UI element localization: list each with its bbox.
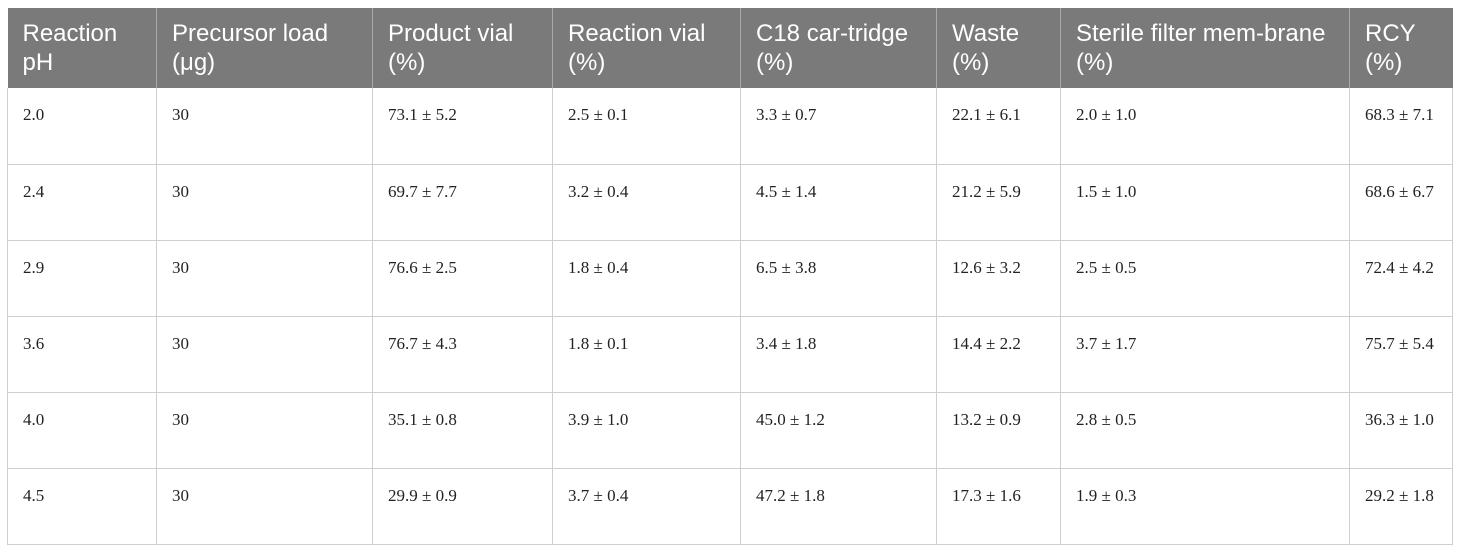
table-row: 2.0 30 73.1 ± 5.2 2.5 ± 0.1 3.3 ± 0.7 22.1 ± … (7, 88, 1453, 165)
cell-waste: 13.2 ± 0.9 (936, 392, 1061, 469)
column-header-reaction-ph: Reaction pH (7, 8, 157, 88)
cell-precursor-load: 30 (156, 392, 373, 469)
cell-reaction-vial: 2.5 ± 0.1 (552, 88, 741, 165)
cell-rcy: 75.7 ± 5.4 (1349, 316, 1453, 393)
cell-product-vial: 29.9 ± 0.9 (372, 468, 553, 545)
table-row: 4.5 30 29.9 ± 0.9 3.7 ± 0.4 47.2 ± 1.8 17.3 ±… (7, 468, 1453, 545)
cell-reaction-ph: 2.0 (7, 88, 157, 165)
cell-product-vial: 76.7 ± 4.3 (372, 316, 553, 393)
cell-precursor-load: 30 (156, 468, 373, 545)
header-row: Reaction pH Precursor load (μg) Product … (7, 8, 1453, 88)
cell-waste: 17.3 ± 1.6 (936, 468, 1061, 545)
cell-precursor-load: 30 (156, 316, 373, 393)
cell-product-vial: 35.1 ± 0.8 (372, 392, 553, 469)
cell-sterile-filter-membrane: 2.8 ± 0.5 (1060, 392, 1350, 469)
table-row: 2.4 30 69.7 ± 7.7 3.2 ± 0.4 4.5 ± 1.4 21.2 ± … (7, 164, 1453, 241)
table-row: 2.9 30 76.6 ± 2.5 1.8 ± 0.4 6.5 ± 3.8 12.6 ± … (7, 240, 1453, 317)
cell-c18-cartridge: 6.5 ± 3.8 (740, 240, 937, 317)
column-header-waste: Waste (%) (936, 8, 1061, 88)
cell-c18-cartridge: 4.5 ± 1.4 (740, 164, 937, 241)
cell-product-vial: 69.7 ± 7.7 (372, 164, 553, 241)
cell-waste: 12.6 ± 3.2 (936, 240, 1061, 317)
table-body: 2.0 30 73.1 ± 5.2 2.5 ± 0.1 3.3 ± 0.7 22.1 ± … (7, 88, 1453, 545)
cell-reaction-vial: 3.2 ± 0.4 (552, 164, 741, 241)
cell-reaction-vial: 3.7 ± 0.4 (552, 468, 741, 545)
column-header-reaction-vial: Reaction vial (%) (552, 8, 741, 88)
cell-waste: 22.1 ± 6.1 (936, 88, 1061, 165)
cell-reaction-ph: 3.6 (7, 316, 157, 393)
cell-precursor-load: 30 (156, 240, 373, 317)
cell-rcy: 68.3 ± 7.1 (1349, 88, 1453, 165)
cell-precursor-load: 30 (156, 88, 373, 165)
cell-reaction-ph: 4.5 (7, 468, 157, 545)
cell-waste: 14.4 ± 2.2 (936, 316, 1061, 393)
cell-reaction-vial: 1.8 ± 0.1 (552, 316, 741, 393)
cell-sterile-filter-membrane: 1.5 ± 1.0 (1060, 164, 1350, 241)
cell-rcy: 36.3 ± 1.0 (1349, 392, 1453, 469)
column-header-sterile-filter-membrane: Sterile filter mem-brane (%) (1060, 8, 1350, 88)
cell-waste: 21.2 ± 5.9 (936, 164, 1061, 241)
cell-rcy: 68.6 ± 6.7 (1349, 164, 1453, 241)
cell-precursor-load: 30 (156, 164, 373, 241)
column-header-product-vial: Product vial (%) (372, 8, 553, 88)
table-row: 3.6 30 76.7 ± 4.3 1.8 ± 0.1 3.4 ± 1.8 14.4 ± … (7, 316, 1453, 393)
cell-sterile-filter-membrane: 1.9 ± 0.3 (1060, 468, 1350, 545)
cell-sterile-filter-membrane: 2.5 ± 0.5 (1060, 240, 1350, 317)
cell-sterile-filter-membrane: 2.0 ± 1.0 (1060, 88, 1350, 165)
cell-reaction-ph: 2.9 (7, 240, 157, 317)
table-row: 4.0 30 35.1 ± 0.8 3.9 ± 1.0 45.0 ± 1.2 13.2 ±… (7, 392, 1453, 469)
cell-product-vial: 76.6 ± 2.5 (372, 240, 553, 317)
cell-reaction-ph: 4.0 (7, 392, 157, 469)
column-header-c18-cartridge: C18 car-tridge (%) (740, 8, 937, 88)
cell-c18-cartridge: 3.3 ± 0.7 (740, 88, 937, 165)
cell-c18-cartridge: 45.0 ± 1.2 (740, 392, 937, 469)
cell-reaction-vial: 1.8 ± 0.4 (552, 240, 741, 317)
cell-c18-cartridge: 47.2 ± 1.8 (740, 468, 937, 545)
cell-reaction-vial: 3.9 ± 1.0 (552, 392, 741, 469)
results-table: Reaction pH Precursor load (μg) Product … (7, 8, 1453, 545)
cell-reaction-ph: 2.4 (7, 164, 157, 241)
cell-c18-cartridge: 3.4 ± 1.8 (740, 316, 937, 393)
cell-rcy: 29.2 ± 1.8 (1349, 468, 1453, 545)
column-header-rcy: RCY (%) (1349, 8, 1453, 88)
cell-rcy: 72.4 ± 4.2 (1349, 240, 1453, 317)
column-header-precursor-load: Precursor load (μg) (156, 8, 373, 88)
results-table-container: Reaction pH Precursor load (μg) Product … (7, 8, 1453, 545)
cell-sterile-filter-membrane: 3.7 ± 1.7 (1060, 316, 1350, 393)
cell-product-vial: 73.1 ± 5.2 (372, 88, 553, 165)
